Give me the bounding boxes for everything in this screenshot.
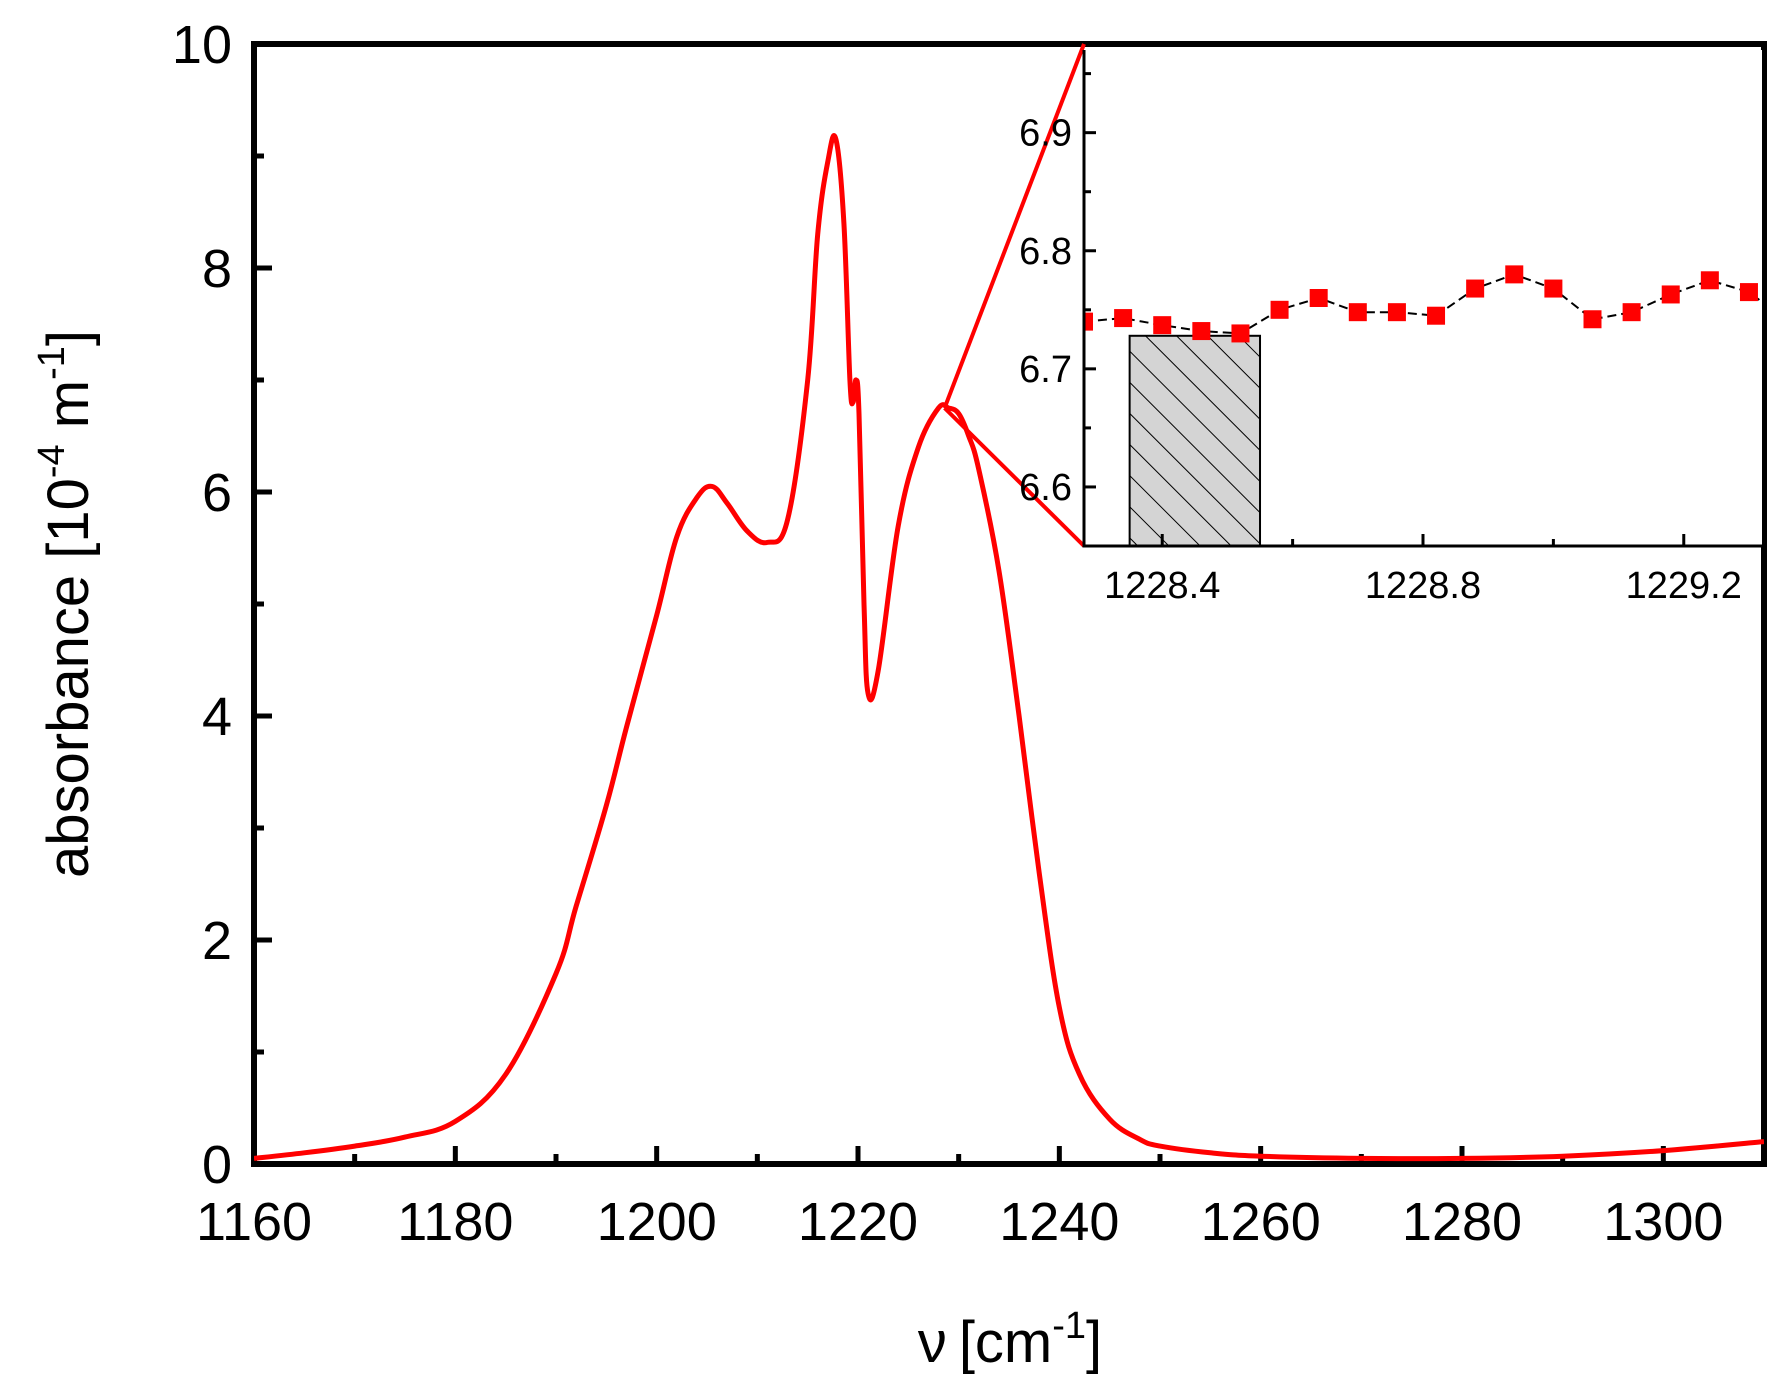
x-tick-label: 1220 [798,1192,918,1252]
inset-data-point [1231,324,1250,343]
inset-y-tick-labels: 6.6 6.7 6.8 6.9 [1019,113,1072,509]
inset-data-point [1192,322,1211,341]
x-tick-label: 1240 [999,1192,1119,1252]
y-tick-label: 4 [202,687,232,747]
y-axis-exponent-1: -4 [31,444,73,478]
inset-data-point [1661,285,1680,304]
inset-data-point [1583,310,1602,329]
inset-y-tick-label: 6.8 [1019,231,1072,273]
y-axis-title: absorbance [10-4 m-1] [31,330,101,878]
x-axis-unit: [cm [959,1310,1052,1375]
y-axis-title-unit: m [36,380,101,444]
inset-data-point [1309,289,1328,307]
x-axis-unit-close: ] [1086,1310,1102,1375]
y-tick-label: 8 [202,239,232,299]
inset-data-point [1348,303,1367,322]
x-tick-label: 1200 [597,1192,717,1252]
inset-data-point [1779,313,1790,331]
x-tick-label: 1280 [1402,1192,1522,1252]
inset-axes [1082,50,1762,548]
inset-data-point [1622,303,1641,322]
x-axis-unit-exponent: -1 [1052,1305,1086,1347]
y-tick-label: 0 [202,1135,232,1195]
inset-data-point [1084,312,1093,331]
inset-y-tick-label: 6.7 [1019,349,1072,391]
main-ticks [251,41,1666,1167]
inset-y-tick-label: 6.9 [1019,113,1072,155]
inset-y-tick-label: 6.6 [1019,467,1072,509]
inset-data-point [1427,306,1446,325]
main-x-tick-labels: 1160 1180 1200 1220 1240 1260 1280 1300 [196,1192,1723,1252]
absorbance-line [254,133,1764,1162]
inset-ticks [1084,72,1686,546]
inset-markers [1084,265,1790,343]
x-axis-symbol: ν [918,1310,947,1375]
inset-x-tick-label: 1228.8 [1365,565,1481,607]
inset-data-point [1544,279,1563,298]
inset-data-point [1466,279,1485,298]
inset-data-point [1387,303,1406,322]
y-axis-title-text: absorbance [10 [36,478,101,878]
zoom-connector-bottom [943,406,1086,548]
y-axis-exponent-2: -1 [31,346,73,380]
inset-data-point [1505,265,1524,284]
inset-x-tick-labels: 1228.4 1228.8 1229.2 [1104,565,1742,607]
main-y-tick-labels: 0 2 4 6 8 10 [172,15,232,1195]
y-tick-label: 2 [202,911,232,971]
y-tick-label: 10 [172,15,232,75]
y-tick-label: 6 [202,463,232,523]
inset-data-point [1153,316,1172,335]
y-axis-title-close: ] [36,330,101,346]
inset-data-point [1739,283,1758,302]
inset-data-point [1114,309,1133,328]
inset-x-tick-label: 1228.4 [1104,565,1220,607]
inset-hatched-region [1128,334,1262,546]
x-tick-label: 1180 [397,1192,513,1252]
x-tick-label: 1300 [1603,1192,1723,1252]
x-tick-label: 1160 [196,1192,312,1252]
x-axis-title: ν [cm-1] [918,1305,1102,1375]
zoom-connector-top [942,43,1086,409]
inset-x-tick-label: 1229.2 [1626,565,1742,607]
inset-data-point [1270,300,1289,319]
x-tick-label: 1260 [1201,1192,1321,1252]
inset-data-point [1700,271,1719,290]
